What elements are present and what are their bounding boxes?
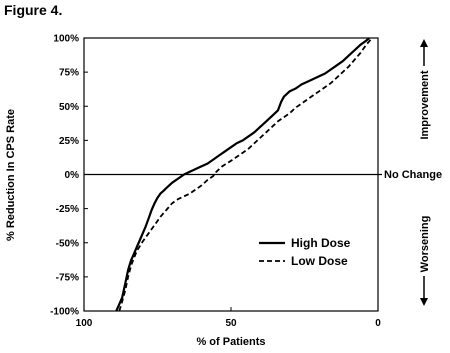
figure-label: Figure 4. (4, 2, 63, 18)
series-line-high-dose (115, 37, 370, 312)
y-tick-label: 100% (53, 34, 79, 45)
up-arrow-icon (420, 39, 428, 66)
x-axis-title: % of Patients (196, 336, 265, 348)
y-tick-label: -50% (56, 238, 79, 249)
y-tick-label: -100% (50, 307, 79, 318)
y-tick-label: -25% (56, 204, 79, 215)
legend-label-low-dose: Low Dose (291, 254, 348, 268)
x-tick-label: 50 (225, 318, 237, 329)
no-change-label: No Change (384, 169, 442, 181)
legend: High Dose Low Dose (259, 236, 351, 268)
y-tick-label: 50% (59, 102, 79, 113)
down-arrow-icon (420, 276, 428, 306)
y-tick-label: 25% (59, 136, 79, 147)
y-tick-label: -75% (56, 272, 79, 283)
y-tick-label: 75% (59, 68, 79, 79)
legend-label-high-dose: High Dose (291, 236, 351, 250)
x-tick-label: 0 (375, 318, 381, 329)
series-line-low-dose (118, 37, 373, 312)
chart-marks: 100% 75% 50% 25% 0% -25% -50% -75% -100%100 50 0 (50, 34, 382, 329)
y-axis-title: % Reduction In CPS Rate (5, 109, 17, 241)
y-tick-label: 0% (65, 170, 80, 181)
x-tick-label: 100 (76, 318, 93, 329)
worsening-label: Worsening (419, 216, 431, 273)
improvement-label: Improvement (419, 70, 431, 139)
